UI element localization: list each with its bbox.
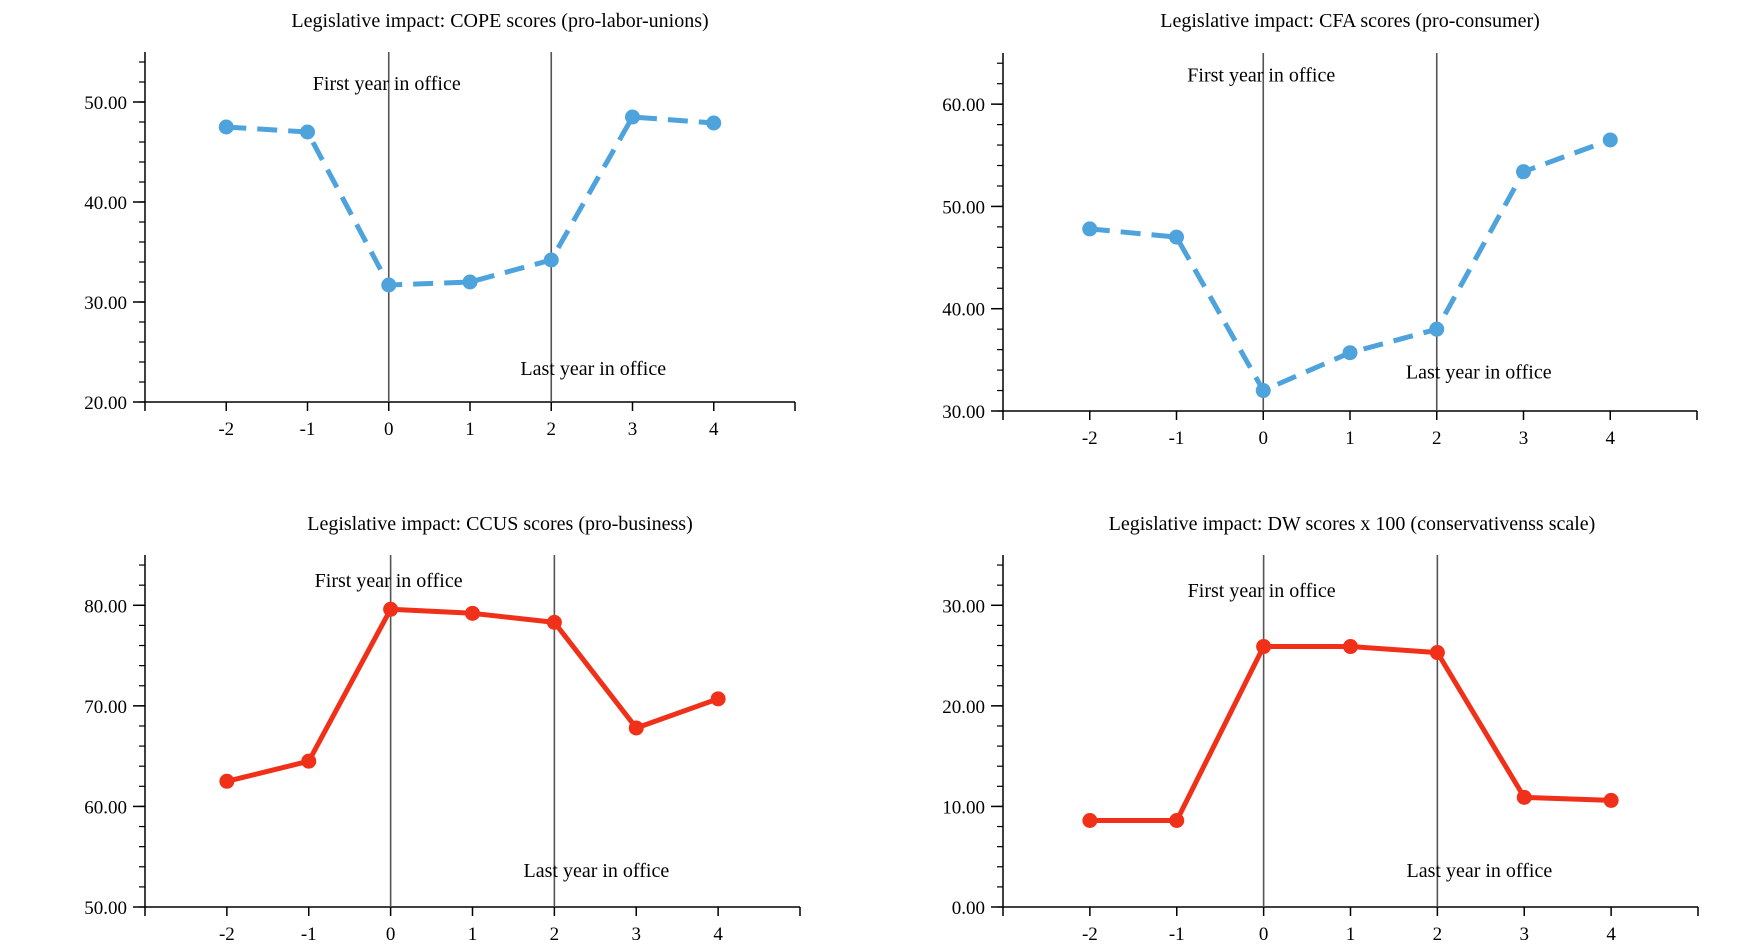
y-tick-label: 30.00 xyxy=(942,402,985,423)
x-tick-label: 0 xyxy=(384,419,394,440)
x-tick-label: 0 xyxy=(386,924,396,945)
data-point xyxy=(1082,813,1098,829)
y-tick-label: 10.00 xyxy=(942,797,985,818)
data-point xyxy=(219,773,235,789)
chart-title: Legislative impact: CCUS scores (pro-bus… xyxy=(307,513,693,535)
x-tick-label: -1 xyxy=(300,419,316,440)
data-point xyxy=(300,124,315,140)
data-point xyxy=(1429,645,1445,661)
y-tick-label: 30.00 xyxy=(942,596,985,617)
x-tick-label: -1 xyxy=(1169,924,1185,945)
data-point xyxy=(1082,221,1098,237)
x-tick-label: 4 xyxy=(709,419,719,440)
x-tick-label: 4 xyxy=(1606,924,1616,945)
data-point xyxy=(1603,792,1619,808)
x-tick-label: 3 xyxy=(1519,428,1529,449)
chart-title: Legislative impact: DW scores x 100 (con… xyxy=(1109,513,1596,535)
y-tick-label: 0.00 xyxy=(952,898,985,919)
x-tick-label: 1 xyxy=(465,419,475,440)
y-tick-label: 30.00 xyxy=(84,293,127,314)
data-point xyxy=(462,274,478,290)
data-point xyxy=(628,720,644,736)
first-year-annotation: First year in office xyxy=(1187,65,1335,87)
data-point xyxy=(301,753,317,769)
chart-panel-3: Legislative impact: CCUS scores (pro-bus… xyxy=(84,513,801,945)
data-point xyxy=(1169,229,1184,245)
x-tick-label: 3 xyxy=(632,924,642,945)
x-tick-label: -2 xyxy=(219,924,235,945)
x-tick-label: 4 xyxy=(713,924,723,945)
x-tick-label: 0 xyxy=(1259,924,1269,945)
chart-panel-4: Legislative impact: DW scores x 100 (con… xyxy=(942,513,1699,945)
x-tick-label: 3 xyxy=(628,419,638,440)
y-tick-label: 50.00 xyxy=(84,898,127,919)
data-point xyxy=(465,605,480,621)
x-tick-label: -2 xyxy=(1082,924,1098,945)
last-year-annotation: Last year in office xyxy=(524,860,670,882)
data-point xyxy=(1342,345,1358,361)
chart-title: Legislative impact: COPE scores (pro-lab… xyxy=(291,10,708,32)
x-tick-label: 3 xyxy=(1520,924,1530,945)
series-line-1 xyxy=(226,114,714,288)
x-tick-label: -2 xyxy=(1082,428,1098,449)
data-point xyxy=(625,109,640,125)
series-line-1 xyxy=(226,606,719,784)
y-tick-label: 80.00 xyxy=(84,596,127,617)
data-point xyxy=(1343,639,1358,655)
last-year-annotation: Last year in office xyxy=(520,358,666,380)
chart-title: Legislative impact: CFA scores (pro-cons… xyxy=(1160,10,1540,32)
chart-panel-1: Legislative impact: COPE scores (pro-lab… xyxy=(84,10,796,440)
data-point xyxy=(383,601,399,617)
y-tick-label: 50.00 xyxy=(84,93,127,114)
chart-panel-2: Legislative impact: CFA scores (pro-cons… xyxy=(942,10,1698,449)
x-tick-label: 1 xyxy=(1345,428,1355,449)
data-point xyxy=(381,277,397,293)
y-tick-label: 70.00 xyxy=(84,697,127,718)
first-year-annotation: First year in office xyxy=(1188,580,1336,602)
y-tick-label: 60.00 xyxy=(942,95,985,116)
x-tick-label: 1 xyxy=(468,924,478,945)
x-tick-label: 1 xyxy=(1346,924,1356,945)
data-point xyxy=(1256,639,1272,655)
data-point xyxy=(1169,813,1185,829)
data-point xyxy=(218,119,234,135)
y-tick-label: 20.00 xyxy=(942,697,985,718)
series-line-1 xyxy=(1089,644,1612,823)
y-tick-label: 50.00 xyxy=(942,197,985,218)
data-point xyxy=(1255,383,1271,399)
last-year-annotation: Last year in office xyxy=(1407,860,1553,882)
first-year-annotation: First year in office xyxy=(315,570,463,592)
data-point xyxy=(546,614,562,630)
x-tick-label: -2 xyxy=(218,419,234,440)
first-year-annotation: First year in office xyxy=(313,73,461,95)
x-tick-label: 0 xyxy=(1259,428,1269,449)
x-tick-label: -1 xyxy=(1169,428,1185,449)
data-point xyxy=(1429,321,1445,337)
x-tick-label: 2 xyxy=(1432,428,1442,449)
x-tick-label: -1 xyxy=(301,924,317,945)
x-tick-label: 2 xyxy=(550,924,560,945)
y-tick-label: 40.00 xyxy=(942,300,985,321)
y-tick-label: 20.00 xyxy=(84,393,127,414)
y-tick-label: 40.00 xyxy=(84,193,127,214)
data-point xyxy=(543,252,559,268)
last-year-annotation: Last year in office xyxy=(1406,361,1552,383)
data-point xyxy=(706,115,722,131)
x-tick-label: 2 xyxy=(1433,924,1443,945)
x-tick-label: 4 xyxy=(1606,428,1616,449)
data-point xyxy=(1516,164,1531,180)
data-point xyxy=(710,691,726,707)
data-point xyxy=(1602,132,1618,148)
y-tick-label: 60.00 xyxy=(84,797,127,818)
data-point xyxy=(1516,789,1532,805)
x-tick-label: 2 xyxy=(547,419,557,440)
